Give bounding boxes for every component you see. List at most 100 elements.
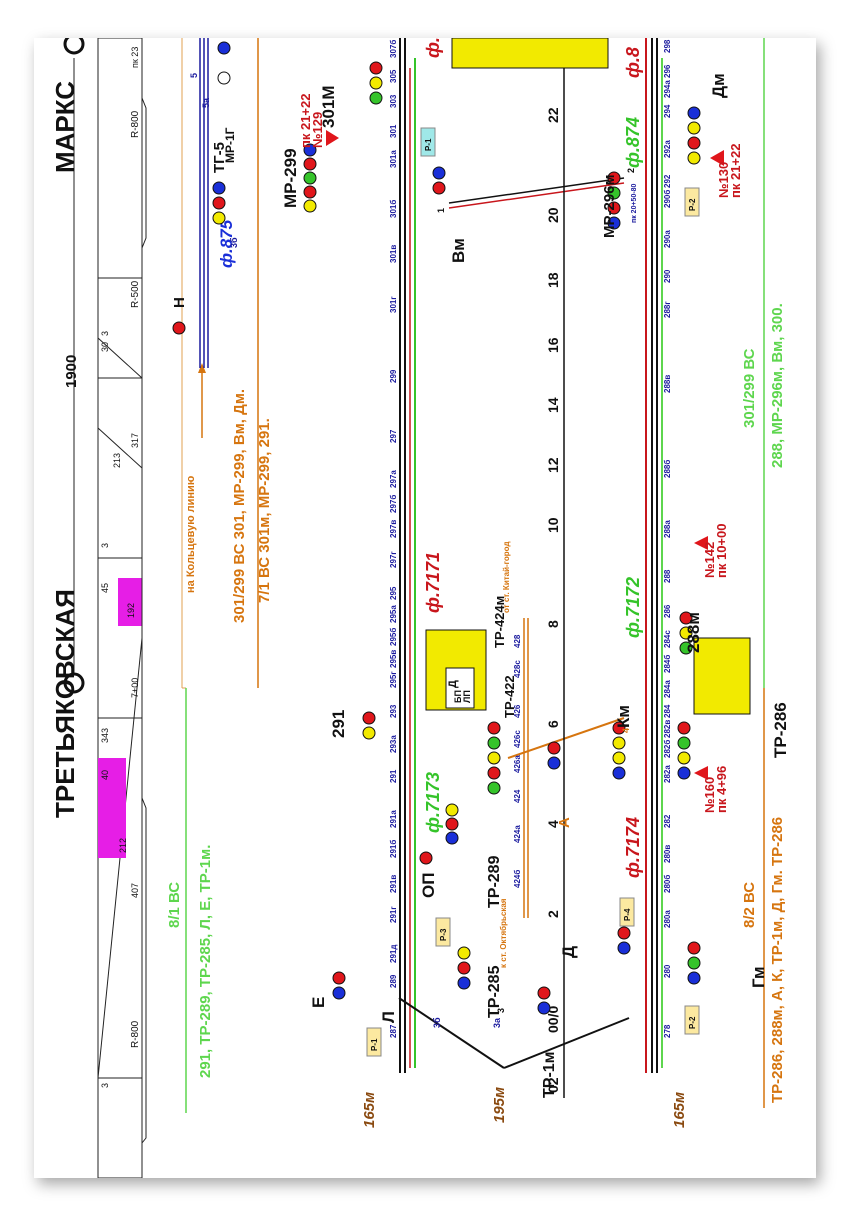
svg-text:ЛП: ЛП [462,690,472,703]
signal-e: Е [309,997,328,1008]
svg-text:пк 20+50-80: пк 20+50-80 [631,183,638,223]
svg-text:165м: 165м [361,1092,378,1128]
signal-mr1g: МР-1Г [223,127,237,163]
lower-main-track [645,38,663,1073]
span-length: 1900 [63,355,80,388]
svg-text:291а: 291а [389,810,398,828]
svg-text:301: 301 [389,124,398,138]
signal-n: Н [171,297,188,308]
svg-text:294а: 294а [663,80,672,98]
signal-labels: ТГ-5 МР-1Г Н 301М МР-299 Вм МР-296м Дм 2… [171,73,790,1098]
svg-text:288б: 288б [663,460,672,478]
signal-tr289: ТР-289 [486,855,503,908]
svg-text:299: 299 [389,369,398,383]
svg-text:165м: 165м [671,1092,688,1128]
signal-vm: Вм [449,238,468,263]
svg-text:297б: 297б [389,495,398,513]
magenta-block-upper [118,578,142,626]
svg-text:301в: 301в [389,245,398,263]
signal-a: А [556,817,573,828]
upper-main-track [399,38,416,1073]
svg-text:192: 192 [126,603,136,618]
svg-text:4: 4 [545,820,561,828]
svg-text:12: 12 [545,457,561,473]
track-schematic: ТРЕТЬЯКОВСКАЯ МАРКС 1900 R-800 R-500 R-8… [50,38,790,1178]
feeder-8b: ф.8 [623,47,643,78]
signal-tr286: ТР-286 [771,702,790,758]
misc-labels: пк 20+50-80 4 1 2 3 3б 3а 5 5а 3б [189,73,638,1028]
svg-text:18: 18 [545,272,561,288]
svg-text:426: 426 [513,704,522,718]
svg-text:426а: 426а [513,755,522,773]
svg-text:№129: №129 [310,112,325,148]
yellow-box-right [693,637,751,715]
signal-gm: Гм [749,966,768,988]
svg-text:291б: 291б [389,840,398,858]
svg-text:301а: 301а [389,150,398,168]
signal-tg5: ТГ-5 [211,142,228,173]
route-note-2: 7/1 ВС 301м, МР-299, 291. [256,418,273,603]
svg-text:45: 45 [100,583,110,593]
svg-text:290б: 290б [663,190,672,208]
svg-text:296: 296 [663,64,672,78]
km-scale-labels: 02 00/0 2 4 6 8 10 12 14 16 18 20 22 [545,107,561,1093]
branch-to-oktyabrskaya: к ст. Октябрьская [499,898,508,968]
svg-text:1: 1 [436,208,446,213]
svg-text:424: 424 [513,789,522,803]
svg-text:317: 317 [130,433,140,448]
feeder-7174: ф.7174 [623,817,643,878]
svg-text:7+00: 7+00 [130,678,140,698]
equipment-box: БП Д ЛП [425,629,487,711]
svg-text:40: 40 [100,770,110,780]
signal-291: 291 [329,710,348,738]
svg-text:16: 16 [545,337,561,353]
svg-text:Р-2: Р-2 [688,198,697,211]
svg-text:301г: 301г [389,296,398,313]
svg-text:288: 288 [663,569,672,583]
svg-text:195м: 195м [491,1087,508,1123]
station-marker-left [63,672,85,694]
feeder-7171: ф.7171 [423,552,443,613]
signal-mr296m: МР-296м [601,174,618,238]
track-circuits-lower: 278 280 280а 280б 280в 282 282а 282б 282… [663,39,672,1038]
svg-text:3б: 3б [229,237,239,248]
svg-text:22: 22 [545,107,561,123]
svg-text:288в: 288в [663,375,672,393]
svg-text:407: 407 [130,883,140,898]
far-track [199,38,209,368]
svg-text:10: 10 [545,517,561,533]
signal-d: Д [559,946,578,958]
strip-tick-labels: 3 407 212 343 40 7+00 3 45 192 213 317 3… [100,331,140,1088]
feeder-8a: ф.8 [423,38,443,58]
svg-text:292: 292 [663,174,672,188]
signal-tr424m: ТР-424м [492,596,507,648]
svg-text:280а: 280а [663,910,672,928]
svg-text:R-800: R-800 [130,1020,141,1048]
feeder-7173: ф.7173 [423,772,443,833]
feeder-7172: ф.7172 [623,577,643,638]
svg-text:пк 4+96: пк 4+96 [714,766,729,813]
svg-text:пк 21+22: пк 21+22 [298,94,313,148]
svg-text:282: 282 [663,814,672,828]
svg-text:293а: 293а [389,735,398,753]
svg-text:424б: 424б [513,870,522,888]
svg-text:297в: 297в [389,520,398,538]
signal-dm: Дм [709,73,728,98]
svg-text:293: 293 [389,704,398,718]
distances: 165м 195м 165м [361,1087,688,1128]
right-orange-note: ТР-286, 288м, А, К, ТР-1м, Д, Гм. ТР-286 [769,817,786,1103]
svg-text:307б: 307б [389,40,398,58]
svg-text:R-500: R-500 [130,280,141,308]
svg-text:295б: 295б [389,628,398,646]
svg-text:297: 297 [389,429,398,443]
svg-text:282в: 282в [663,720,672,738]
svg-text:286: 286 [663,604,672,618]
svg-text:№160: №160 [702,777,717,813]
svg-text:14: 14 [545,397,561,413]
svg-text:291в: 291в [389,875,398,893]
svg-text:297г: 297г [389,551,398,568]
svg-text:292а: 292а [663,140,672,158]
signal-lamps [172,41,701,1015]
signal-l: Л [379,1011,398,1023]
svg-text:4: 4 [621,728,631,733]
